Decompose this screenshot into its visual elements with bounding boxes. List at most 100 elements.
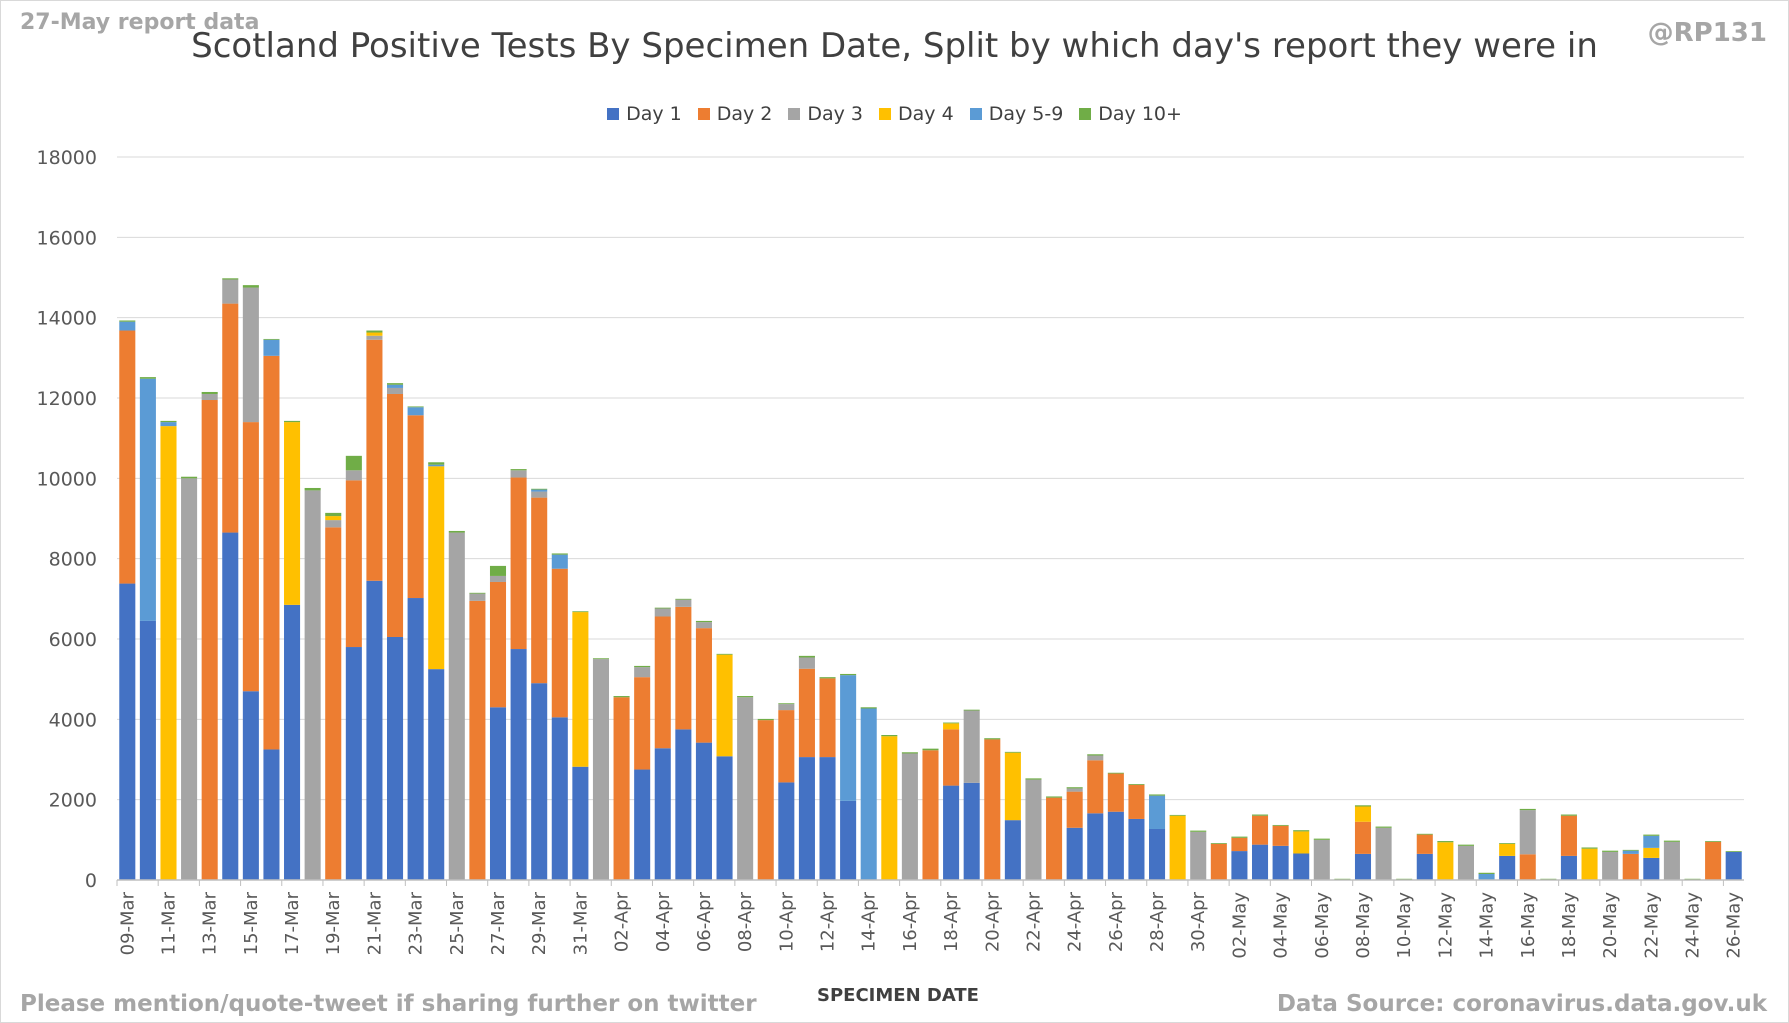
bar-segment bbox=[345, 480, 362, 648]
bar-segment bbox=[366, 330, 383, 333]
bar-segment bbox=[819, 677, 836, 679]
bar-segment bbox=[778, 703, 795, 705]
x-tick-label: 18-May bbox=[1559, 892, 1580, 959]
bar-segment bbox=[222, 303, 239, 533]
bar-segment bbox=[284, 420, 301, 423]
bar-segment bbox=[798, 668, 815, 758]
bar-segment bbox=[263, 749, 280, 880]
bar-segment bbox=[1643, 847, 1660, 858]
bar-segment bbox=[1643, 835, 1660, 848]
x-tick-label: 06-May bbox=[1312, 892, 1333, 959]
bar-segment bbox=[757, 720, 774, 880]
x-tick-label: 19-Mar bbox=[323, 891, 344, 955]
x-tick-label: 22-Apr bbox=[1024, 891, 1045, 952]
x-axis-ticks: 09-Mar 11-Mar 13-Mar 15-Mar 17-Mar 19-Mar 21-M… bbox=[116, 880, 1745, 959]
bar-segment bbox=[1087, 754, 1104, 756]
bar-segment bbox=[901, 752, 918, 754]
y-tick-label: 6000 bbox=[49, 629, 97, 651]
legend-swatch bbox=[969, 108, 982, 120]
bar-segment bbox=[119, 321, 136, 331]
x-tick-label: 20-Apr bbox=[982, 891, 1003, 952]
x-tick-label: 20-May bbox=[1600, 892, 1621, 959]
bar-segment bbox=[634, 667, 651, 678]
x-tick-label: 30-Apr bbox=[1188, 891, 1209, 952]
x-tick-label: 25-Mar bbox=[447, 891, 468, 955]
legend-item: Day 2 bbox=[697, 103, 773, 125]
bar-segment bbox=[716, 653, 733, 655]
bar-segment bbox=[840, 800, 857, 880]
bar-segment bbox=[675, 606, 692, 730]
bar-segment bbox=[1210, 843, 1227, 880]
bar-segment bbox=[181, 478, 198, 880]
bar-segment bbox=[1046, 797, 1063, 880]
bar-segment bbox=[387, 393, 404, 637]
bar-segment bbox=[1107, 773, 1124, 812]
bar-segment bbox=[551, 554, 568, 569]
bar-segment bbox=[469, 593, 486, 601]
bar-segment bbox=[1622, 853, 1639, 880]
x-tick-label: 10-May bbox=[1394, 892, 1415, 959]
bar-segment bbox=[1375, 827, 1392, 880]
bar-segment bbox=[1313, 839, 1330, 880]
bar-segment bbox=[1416, 833, 1433, 835]
bar-segment bbox=[325, 527, 342, 880]
bar-segment bbox=[1169, 814, 1186, 816]
legend-swatch bbox=[1079, 108, 1092, 120]
bar-segment bbox=[1272, 825, 1289, 846]
bar-segment bbox=[1231, 836, 1248, 838]
bar-segment bbox=[1087, 760, 1104, 814]
legend-label: Day 2 bbox=[716, 103, 773, 125]
bar-segment bbox=[1581, 848, 1598, 880]
bar-segment bbox=[922, 750, 939, 880]
bar-segment bbox=[160, 422, 177, 427]
bar-segment bbox=[387, 383, 404, 385]
bar-segment bbox=[366, 335, 383, 340]
bar-segment bbox=[1519, 810, 1536, 855]
bar-segment bbox=[1169, 815, 1186, 880]
bar-segment bbox=[778, 704, 795, 711]
bar-segment bbox=[489, 707, 507, 880]
bar-segment bbox=[1190, 830, 1207, 832]
x-tick-label: 12-May bbox=[1435, 892, 1456, 959]
bar-segment bbox=[531, 683, 548, 880]
bar-segment bbox=[1725, 851, 1742, 852]
bar-segment bbox=[242, 285, 259, 288]
x-tick-label: 06-Apr bbox=[694, 891, 715, 952]
bar-segment bbox=[325, 516, 342, 521]
bar-segment bbox=[1066, 788, 1083, 792]
bar-segment bbox=[654, 607, 671, 609]
bar-segment bbox=[1622, 849, 1639, 851]
bar-segment bbox=[222, 532, 239, 880]
bar-segment bbox=[572, 611, 589, 613]
bar-segment bbox=[778, 782, 795, 880]
bar-segment bbox=[1004, 752, 1021, 821]
x-tick-label: 24-May bbox=[1683, 892, 1704, 959]
bar-segment bbox=[1437, 841, 1454, 843]
bar-segment bbox=[263, 355, 280, 750]
bar-segment bbox=[572, 612, 589, 767]
bar-segment bbox=[819, 757, 836, 880]
bar-segment bbox=[1705, 841, 1722, 880]
bar-segment bbox=[654, 748, 671, 880]
bar-segment bbox=[469, 592, 486, 594]
bar-segment bbox=[1149, 828, 1166, 880]
bar-segment bbox=[1107, 811, 1124, 880]
x-tick-label: 21-Mar bbox=[364, 891, 385, 955]
bar-segment bbox=[489, 565, 507, 576]
y-tick-label: 18000 bbox=[37, 147, 97, 169]
bar-segment bbox=[407, 598, 424, 880]
bar-segment bbox=[1602, 850, 1619, 852]
bar-segment bbox=[119, 320, 136, 322]
legend-label: Day 4 bbox=[898, 103, 954, 125]
bar-segment bbox=[284, 604, 301, 880]
bar-segment bbox=[1046, 796, 1063, 798]
bar-segment bbox=[737, 697, 754, 880]
author-handle: @RP131 bbox=[1647, 18, 1767, 48]
bar-segment bbox=[716, 756, 733, 880]
bar-segment bbox=[1519, 854, 1536, 880]
bar-segment bbox=[1066, 787, 1083, 789]
footer-share-note: Please mention/quote-tweet if sharing fu… bbox=[20, 991, 757, 1017]
bar-segment bbox=[798, 655, 815, 658]
bar-segment bbox=[1705, 841, 1722, 842]
bar-segment bbox=[242, 287, 259, 423]
